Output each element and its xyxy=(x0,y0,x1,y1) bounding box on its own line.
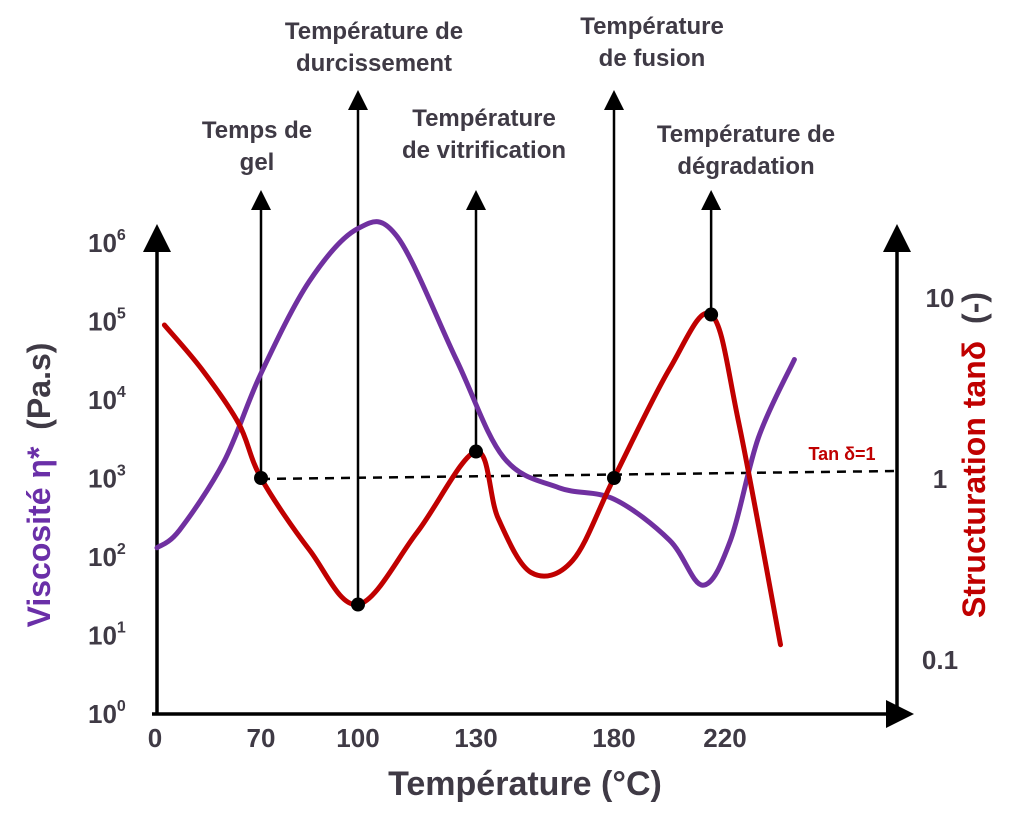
axes xyxy=(143,224,914,728)
annotation-0: Temps de gel xyxy=(202,117,312,176)
annotations: Temps de gel Température de durcissement Tem… xyxy=(202,13,835,180)
x-tick-220: 220 xyxy=(703,723,746,753)
left-y-tick-1: 101 xyxy=(88,620,126,651)
left-y-tick-labels: 100 101 102 103 104 105 106 xyxy=(88,227,126,729)
reference-line-group: Tan δ=1 xyxy=(260,444,898,481)
x-tick-0: 0 xyxy=(148,723,162,753)
annotation-3: Température de fusion xyxy=(580,13,724,72)
x-axis-title: Température (°C) xyxy=(388,765,662,803)
annotation-1: Température de durcissement xyxy=(285,18,463,77)
x-tick-100: 100 xyxy=(336,723,379,753)
left-y-axis-title: Viscosité η* (Pa.s) xyxy=(21,343,57,628)
right-y-axis-title-main: Structuration tanδ xyxy=(956,341,992,618)
marker-point-1 xyxy=(351,597,365,612)
left-y-tick-4: 104 xyxy=(88,384,126,415)
left-y-tick-0: 100 xyxy=(88,698,126,729)
left-y-tick-5: 105 xyxy=(88,306,126,337)
left-y-tick-6: 106 xyxy=(88,227,126,258)
annotation-4: Température de dégradation xyxy=(657,121,835,180)
left-y-tick-2: 102 xyxy=(88,541,126,572)
right-y-tick-1: 1 xyxy=(933,464,947,494)
right-y-axis-title: Structuration tanδ (-) xyxy=(956,292,992,618)
x-tick-70: 70 xyxy=(247,723,276,753)
x-tick-labels: 0 70 100 130 180 220 xyxy=(148,723,747,753)
left-y-tick-3: 103 xyxy=(88,463,126,494)
x-tick-130: 130 xyxy=(454,723,497,753)
series-line-0 xyxy=(154,219,797,588)
right-y-axis-title-unit: (-) xyxy=(956,292,992,324)
marker-point-0 xyxy=(254,471,268,485)
marker-point-3 xyxy=(607,471,621,485)
right-y-tick-labels: 0.1 1 10 xyxy=(922,283,958,675)
x-tick-180: 180 xyxy=(592,723,635,753)
annotation-2: Température de vitrification xyxy=(402,105,566,164)
reference-line-label: Tan δ=1 xyxy=(808,444,875,464)
marker-lines xyxy=(251,90,722,605)
reference-line xyxy=(260,469,898,481)
left-y-axis-title-main: Viscosité η* xyxy=(21,446,57,627)
marker-point-4 xyxy=(704,307,719,322)
right-y-tick-10: 10 xyxy=(926,283,955,313)
left-y-axis-title-unit: (Pa.s) xyxy=(21,343,57,430)
right-y-tick-0.1: 0.1 xyxy=(922,645,958,675)
marker-dots xyxy=(254,307,719,612)
marker-point-2 xyxy=(469,444,483,459)
